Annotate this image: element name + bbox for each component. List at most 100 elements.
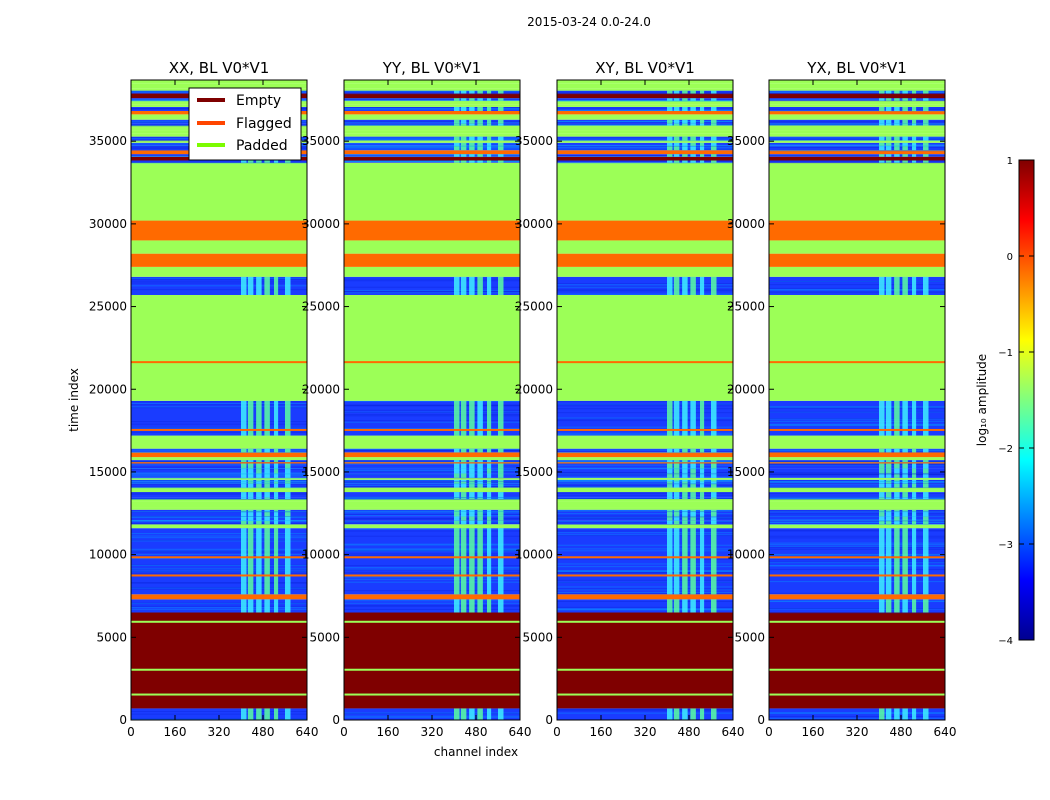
band-data: [344, 511, 520, 517]
y-tick-label: 35000: [302, 134, 340, 148]
padded-line: [344, 620, 520, 623]
y-tick-label: 20000: [727, 382, 765, 396]
band-padded: [557, 140, 733, 143]
x-tick-label: 0: [765, 725, 773, 739]
band-flagged: [344, 452, 520, 458]
legend-label-empty: Empty: [236, 93, 281, 109]
panel-title: XY, BL V0*V1: [595, 59, 695, 77]
band-data: [344, 448, 520, 453]
band-flagged: [769, 452, 945, 458]
band-data: [769, 90, 945, 94]
flagged-line: [131, 428, 307, 431]
y-tick-label: 0: [545, 713, 553, 727]
band-padded: [344, 130, 520, 134]
band-padded: [344, 104, 520, 107]
flagged-line: [131, 361, 307, 364]
colorbar-tick-label: −2: [998, 444, 1013, 455]
y-tick-label: 15000: [89, 465, 127, 479]
band-padded: [769, 140, 945, 143]
panel-0: XX, BL V0*V1 0 160 320 480 640 0 5000 10000 15000…: [89, 59, 319, 739]
band-padded: [344, 294, 520, 401]
flagged-line: [557, 428, 733, 431]
padded-line: [557, 693, 733, 696]
band-data: [769, 160, 945, 163]
y-tick-label: 10000: [302, 548, 340, 562]
band-data: [557, 463, 733, 469]
band-data: [769, 599, 945, 613]
band-padded: [344, 435, 520, 449]
y-tick-label: 20000: [89, 382, 127, 396]
band-data: [557, 276, 733, 295]
band-data: [131, 481, 307, 484]
band-padded: [344, 133, 520, 137]
band-data: [769, 509, 945, 512]
band-data: [557, 511, 733, 517]
flagged-line: [131, 556, 307, 559]
band-data: [769, 106, 945, 111]
x-tick-label: 160: [164, 725, 187, 739]
band-data: [344, 481, 520, 484]
band-padded: [769, 83, 945, 89]
band-data: [769, 463, 945, 469]
band-data: [131, 276, 307, 295]
band-padded: [344, 240, 520, 254]
flagged-line: [131, 574, 307, 577]
panel-title: YY, BL V0*V1: [382, 59, 481, 77]
band-data: [557, 98, 733, 101]
band-data: [557, 708, 733, 720]
band-empty: [769, 156, 945, 161]
panel-2: XY, BL V0*V1 0 160 320 480 640 0 5000 10000 15000…: [515, 59, 745, 739]
band-flagged: [769, 594, 945, 600]
band-flagged: [769, 220, 945, 241]
band-data: [769, 276, 945, 295]
band-data: [557, 145, 733, 151]
band-padded: [131, 435, 307, 449]
y-tick-label: 10000: [89, 548, 127, 562]
band-data: [557, 142, 733, 146]
legend-label-padded: Padded: [236, 138, 288, 154]
band-padded: [557, 104, 733, 107]
band-padded: [131, 498, 307, 502]
band-padded: [131, 507, 307, 510]
band-padded: [769, 266, 945, 277]
flagged-line: [769, 574, 945, 577]
band-data: [769, 479, 945, 482]
band-data: [344, 123, 520, 126]
band-padded: [557, 294, 733, 401]
band-padded: [344, 83, 520, 89]
panel-image: [557, 80, 733, 720]
panels: XX, BL V0*V1 0 160 320 480 640 0 5000 10000 15000…: [89, 59, 957, 739]
band-data: [344, 276, 520, 295]
band-flagged: [344, 462, 520, 464]
band-data: [769, 119, 945, 124]
band-data: [344, 463, 520, 469]
band-flagged: [344, 110, 520, 115]
band-data: [344, 497, 520, 499]
band-padded: [344, 477, 520, 480]
flagged-line: [557, 574, 733, 577]
band-data: [557, 154, 733, 157]
band-empty: [131, 612, 307, 709]
colorbar-tick-label: −4: [998, 636, 1013, 647]
band-data: [344, 473, 520, 478]
band-data: [557, 468, 733, 474]
band-data: [344, 154, 520, 157]
band-flagged: [769, 150, 945, 155]
band-data: [769, 483, 945, 488]
band-data: [344, 516, 520, 521]
band-data: [131, 509, 307, 512]
band-data: [344, 90, 520, 94]
padded-line: [344, 668, 520, 671]
band-data: [344, 599, 520, 613]
band-padded: [557, 487, 733, 493]
band-empty: [344, 156, 520, 161]
y-tick-label: 5000: [96, 630, 127, 644]
x-tick-label: 640: [509, 725, 532, 739]
band-padded: [344, 457, 520, 461]
band-padded: [557, 240, 733, 254]
x-tick-label: 480: [252, 725, 275, 739]
x-tick-label: 640: [296, 725, 319, 739]
band-flagged: [131, 452, 307, 458]
band-data: [557, 123, 733, 126]
band-data: [557, 448, 733, 453]
